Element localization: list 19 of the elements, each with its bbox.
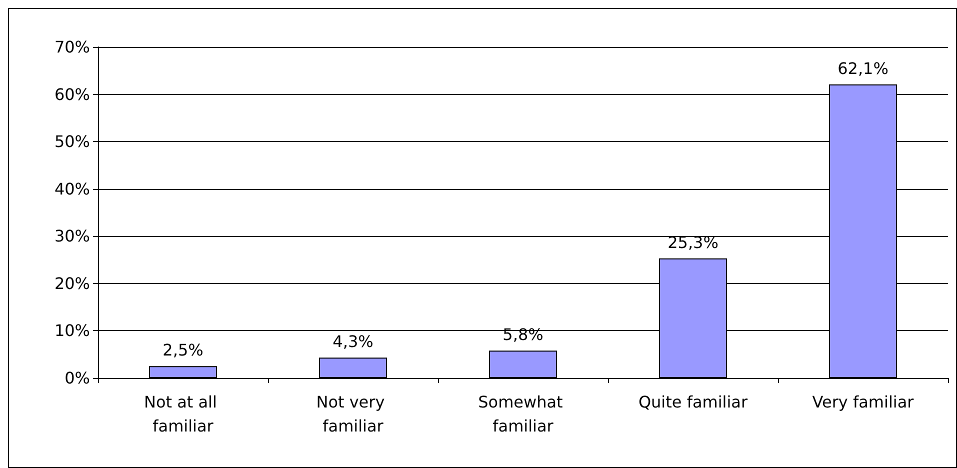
data-label: 4,3%: [332, 332, 374, 352]
bar: [489, 350, 557, 378]
x-tick-label: Somewhat familiar: [478, 392, 568, 436]
x-tick-label: Not very familiar: [316, 392, 390, 436]
y-tick-label: 50%: [54, 132, 90, 152]
x-tick-label: Very familiar: [812, 392, 914, 412]
y-tick-label: 40%: [54, 179, 90, 198]
y-tick-label: 70%: [54, 38, 90, 56]
y-tick-label: 60%: [54, 84, 90, 104]
y-tick-label: 30%: [54, 226, 90, 246]
data-label: 62,1%: [838, 58, 888, 78]
bar: [319, 358, 387, 378]
y-tick-label: 20%: [54, 274, 90, 293]
y-tick-label: 10%: [54, 321, 90, 340]
bar: [149, 366, 217, 378]
data-label: 2,5%: [162, 340, 204, 360]
x-tick-label: Quite familiar: [638, 392, 748, 412]
y-tick-label: 0%: [64, 368, 90, 388]
x-tick-label: Not at all familiar: [144, 392, 222, 436]
